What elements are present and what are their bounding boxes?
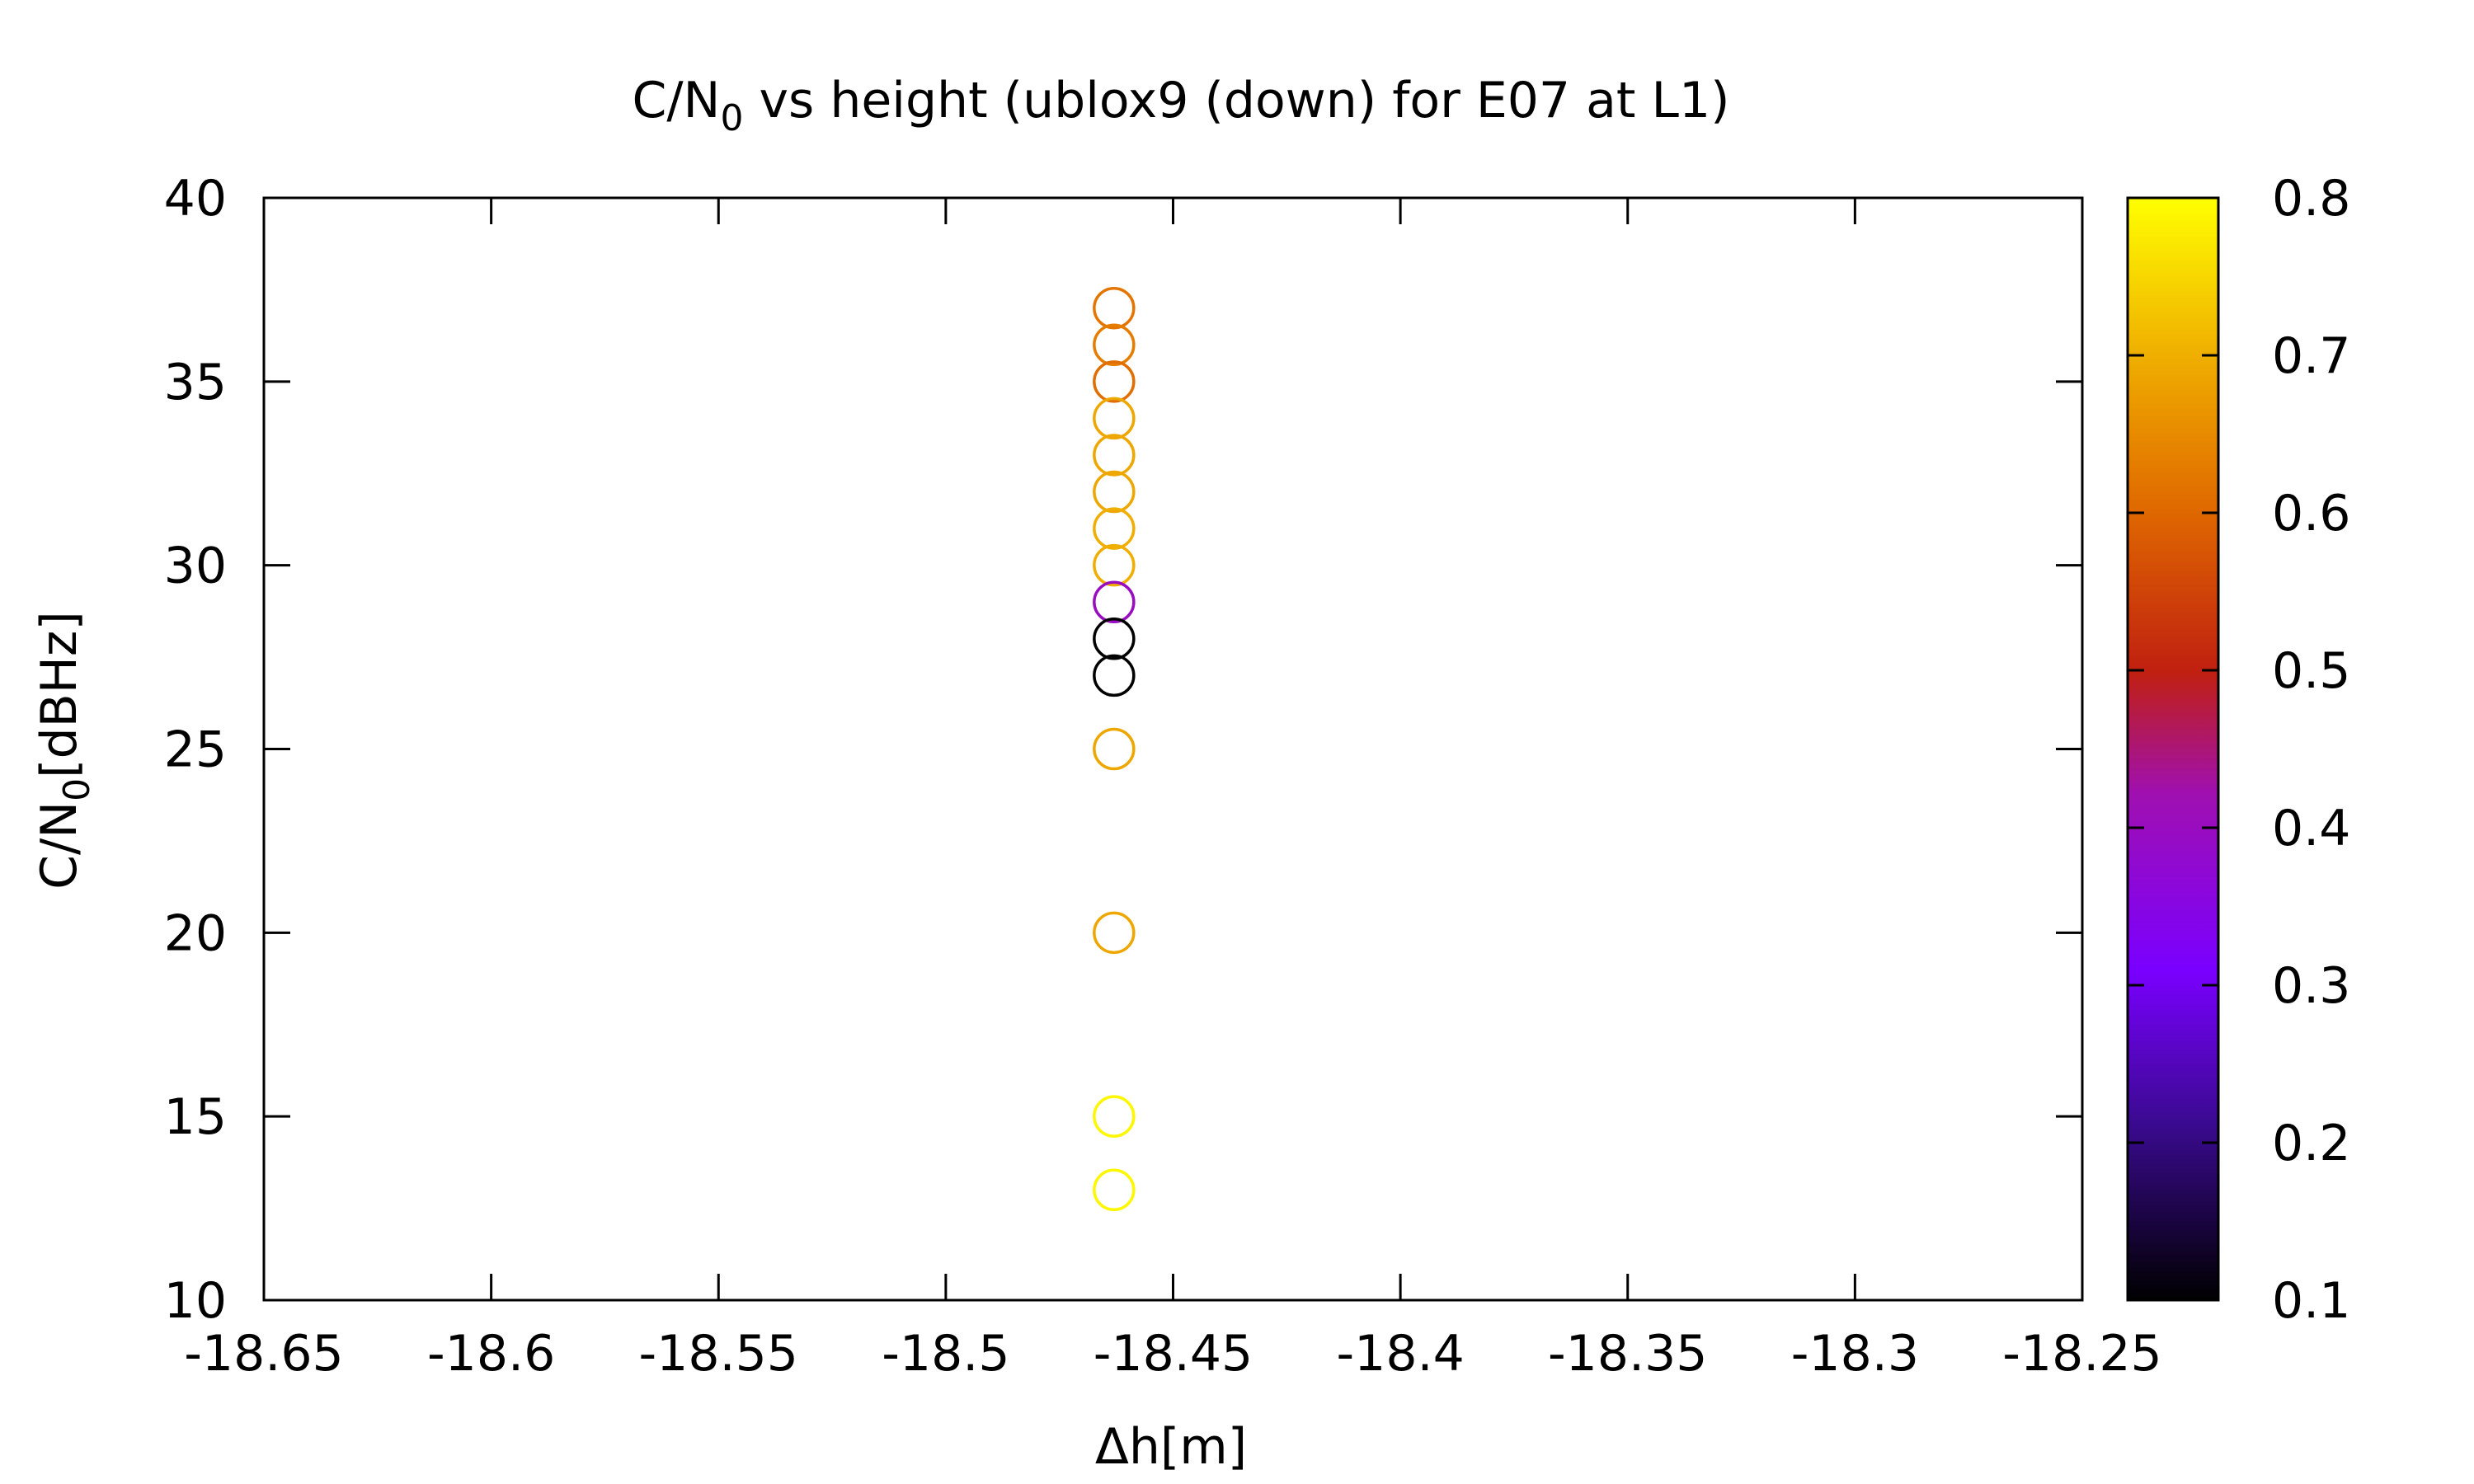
data-point xyxy=(1093,543,1136,587)
colorbar-tick-label: 0.1 xyxy=(2272,1272,2350,1330)
y-tick-label: 40 xyxy=(164,170,227,228)
x-axis-label: Δh[m] xyxy=(1095,1418,1247,1476)
y-axis-label: C/N0[dBHz] xyxy=(31,611,98,890)
y-tick-label: 20 xyxy=(164,904,227,962)
x-tick-label: -18.45 xyxy=(1094,1325,1253,1383)
data-point xyxy=(1093,654,1136,697)
data-points xyxy=(1093,286,1136,1212)
colorbar-tick-label: 0.3 xyxy=(2272,957,2350,1015)
data-point xyxy=(1093,434,1136,477)
x-tick-label: -18.35 xyxy=(1548,1325,1707,1383)
data-point xyxy=(1093,397,1136,440)
y-tick-label: 15 xyxy=(164,1088,227,1146)
data-point xyxy=(1093,323,1136,367)
y-tick-label: 25 xyxy=(164,721,227,779)
colorbar-tick-label: 0.5 xyxy=(2272,642,2350,700)
colorbar-tick-label: 0.7 xyxy=(2272,327,2350,385)
y-tick-label: 10 xyxy=(164,1272,227,1330)
x-tick-label: -18.65 xyxy=(184,1325,343,1383)
data-point xyxy=(1093,360,1136,403)
colorbar-ticks: 0.1 0.2 0.3 0.4 0.5 0.6 0.7 0.8 xyxy=(2128,170,2350,1330)
colorbar-tick-label: 0.2 xyxy=(2272,1115,2350,1172)
x-tick-label: -18.25 xyxy=(2002,1325,2161,1383)
chart-title-rest: vs height (ublox9 (down) for E07 at L1) xyxy=(743,72,1729,129)
colorbar-frame xyxy=(2126,196,2220,1302)
axis-ticks: -18.65 -18.6 -18.55 -18.5 -18.45 -18.4 -18.35 -… xyxy=(164,170,2162,1383)
plot-frame xyxy=(262,196,2084,1302)
chart-title: C/N0 vs height (ublox9 (down) for E07 at… xyxy=(632,72,1729,139)
colorbar-tick-label: 0.4 xyxy=(2272,800,2350,857)
data-point xyxy=(1093,470,1136,514)
x-tick-label: -18.5 xyxy=(882,1325,1009,1383)
x-tick-label: -18.4 xyxy=(1337,1325,1465,1383)
y-axis-label-rest: [dBHz] xyxy=(31,611,88,778)
chart-title-subscript: 0 xyxy=(720,97,743,139)
colorbar xyxy=(2128,198,2218,1300)
chart-title-main: C/N xyxy=(632,72,720,129)
y-tick-label: 30 xyxy=(164,538,227,595)
data-point xyxy=(1093,507,1136,550)
data-point xyxy=(1093,618,1136,660)
data-point xyxy=(1093,911,1136,955)
colorbar-tick-label: 0.8 xyxy=(2272,170,2350,228)
y-tick-label: 35 xyxy=(164,354,227,411)
data-point xyxy=(1093,727,1136,771)
x-tick-label: -18.3 xyxy=(1791,1325,1919,1383)
y-axis-label-main: C/N xyxy=(31,801,88,890)
colorbar-tick-label: 0.6 xyxy=(2272,485,2350,542)
x-tick-label: -18.6 xyxy=(427,1325,555,1383)
data-point xyxy=(1093,1095,1136,1138)
data-point xyxy=(1093,286,1136,330)
data-point xyxy=(1093,580,1136,623)
data-point xyxy=(1093,1168,1136,1212)
y-axis-label-subscript: 0 xyxy=(56,778,98,801)
x-tick-label: -18.55 xyxy=(639,1325,798,1383)
